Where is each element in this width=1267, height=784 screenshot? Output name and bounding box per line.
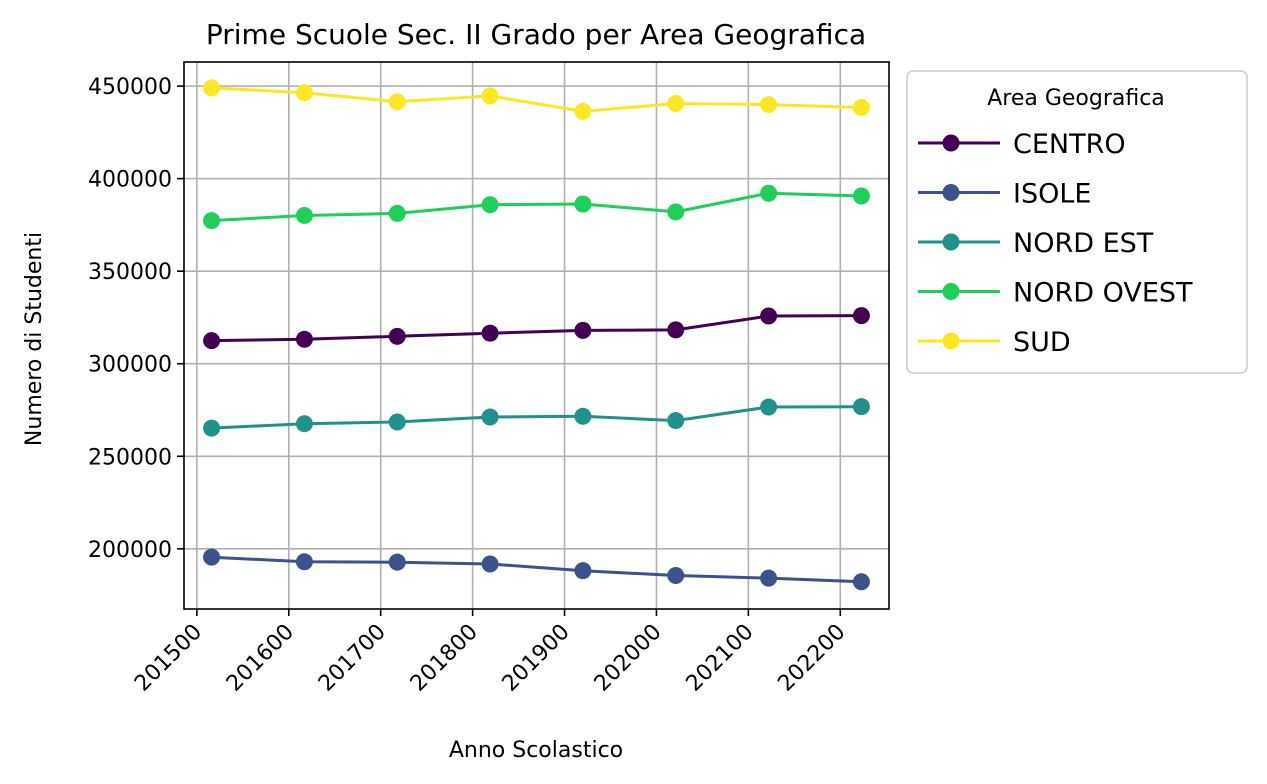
legend-marker [942, 134, 960, 152]
series-sud [203, 79, 870, 120]
data-point-nord-est [388, 413, 406, 431]
data-point-sud [203, 79, 221, 97]
x-tick-label: 202000 [590, 620, 667, 697]
data-point-nord-ovest [574, 195, 592, 213]
data-point-isole [203, 548, 221, 566]
y-tick-label: 400000 [88, 168, 172, 193]
data-point-nord-est [852, 398, 870, 416]
legend: Area Geografica CENTRO ISOLE NORD EST NORD … [906, 70, 1248, 374]
legend-item-sud: SUD [918, 327, 1071, 358]
x-tick-label: 202200 [773, 620, 850, 697]
legend-box [906, 70, 1248, 374]
data-point-centro [852, 307, 870, 325]
legend-items: CENTRO ISOLE NORD EST NORD OVEST SUD [918, 129, 1193, 358]
legend-label: NORD OVEST [1013, 278, 1193, 309]
data-point-isole [574, 562, 592, 580]
data-point-sud [295, 84, 313, 102]
data-point-nord-est [481, 408, 499, 426]
data-point-nord-ovest [852, 187, 870, 205]
y-axis-label: Numero di Studenti [22, 232, 47, 446]
series-line-centro [211, 314, 862, 343]
y-axis: 200000 250000 300000 350000 400000 450000 [88, 75, 184, 563]
series-isole [203, 548, 870, 591]
data-point-isole [388, 553, 406, 571]
series-nord-ovest [203, 184, 870, 230]
data-point-nord-ovest [295, 206, 313, 224]
legend-marker [942, 332, 960, 350]
data-point-sud [481, 87, 499, 105]
legend-label: NORD EST [1013, 228, 1154, 259]
data-point-centro [388, 327, 406, 345]
data-point-isole [667, 566, 685, 584]
legend-label: CENTRO [1013, 129, 1126, 160]
x-tick-label: 201900 [498, 620, 575, 697]
data-point-nord-ovest [760, 184, 778, 202]
legend-marker [942, 233, 960, 251]
data-point-isole [760, 569, 778, 587]
data-point-centro [760, 307, 778, 325]
legend-label: ISOLE [1013, 179, 1091, 210]
data-point-isole [481, 555, 499, 573]
data-point-nord-ovest [203, 212, 221, 230]
grid-lines [184, 62, 889, 609]
x-tick-label: 201500 [130, 620, 207, 697]
y-tick-label: 300000 [88, 353, 172, 378]
data-point-nord-ovest [667, 203, 685, 221]
data-point-nord-est [667, 412, 685, 430]
x-tick-label: 202100 [682, 620, 759, 697]
data-point-centro [295, 330, 313, 348]
data-point-centro [481, 324, 499, 342]
legend-item-isole: ISOLE [918, 179, 1091, 210]
y-tick-label: 250000 [88, 445, 172, 470]
y-tick-label: 450000 [88, 75, 172, 100]
legend-marker [942, 283, 960, 300]
data-point-isole [295, 553, 313, 571]
data-point-nord-est [295, 415, 313, 433]
series-line-nord-ovest [211, 191, 862, 223]
legend-label: SUD [1013, 327, 1071, 358]
legend-item-nord-est: NORD EST [918, 228, 1154, 259]
data-point-sud [667, 94, 685, 112]
series-line-isole [211, 555, 862, 584]
series-line-nord-est [211, 405, 862, 430]
data-point-sud [852, 99, 870, 117]
x-tick-label: 201800 [406, 620, 483, 697]
x-tick-label: 201600 [222, 620, 299, 697]
data-point-centro [574, 321, 592, 339]
data-point-nord-est [203, 419, 221, 437]
series-line-sud [211, 86, 862, 113]
x-tick-label: 201700 [314, 620, 391, 697]
series-nord-est [203, 398, 870, 437]
data-point-nord-ovest [388, 204, 406, 222]
plot-frame [183, 61, 890, 610]
x-axis: 201500 201600 201700 201800 201900 202000 2021… [130, 609, 851, 697]
data-point-nord-est [760, 398, 778, 416]
data-point-nord-ovest [481, 196, 499, 214]
series-centro [203, 307, 870, 350]
y-tick-label: 350000 [88, 260, 172, 285]
data-point-nord-est [574, 407, 592, 425]
legend-marker [942, 184, 960, 201]
legend-title: Area Geografica [987, 86, 1165, 111]
legend-item-nord-ovest: NORD OVEST [918, 278, 1193, 309]
chart-title: Prime Scuole Sec. II Grado per Area Geog… [206, 18, 866, 51]
x-axis-label: Anno Scolastico [449, 738, 623, 763]
data-point-centro [203, 332, 221, 350]
y-tick-label: 200000 [88, 538, 172, 563]
data-point-sud [574, 102, 592, 120]
data-point-sud [760, 96, 778, 114]
data-point-isole [852, 573, 870, 591]
data-point-sud [388, 93, 406, 111]
data-point-centro [667, 321, 685, 339]
legend-item-centro: CENTRO [918, 129, 1126, 160]
series-layer [203, 79, 870, 591]
